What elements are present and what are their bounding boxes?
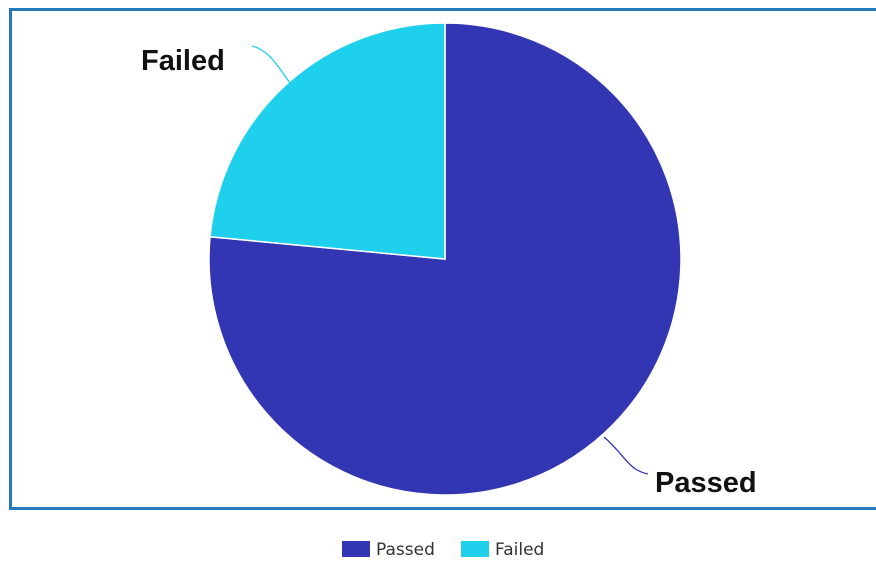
- leader-line-failed: [251, 45, 291, 84]
- legend-swatch-failed: [461, 541, 489, 557]
- legend-item-passed[interactable]: Passed: [342, 540, 435, 560]
- slice-label-passed: Passed: [655, 467, 757, 499]
- legend-swatch-passed: [342, 541, 370, 557]
- pie-slices: [208, 22, 682, 496]
- legend: Passed Failed: [342, 540, 544, 560]
- legend-item-failed[interactable]: Failed: [461, 540, 544, 560]
- pie-slice-failed[interactable]: [209, 22, 446, 260]
- leader-line-passed: [603, 436, 649, 475]
- slice-label-failed: Failed: [141, 45, 225, 77]
- leader-lines: [251, 45, 649, 475]
- legend-label-passed: Passed: [376, 540, 435, 560]
- legend-label-failed: Failed: [495, 540, 544, 560]
